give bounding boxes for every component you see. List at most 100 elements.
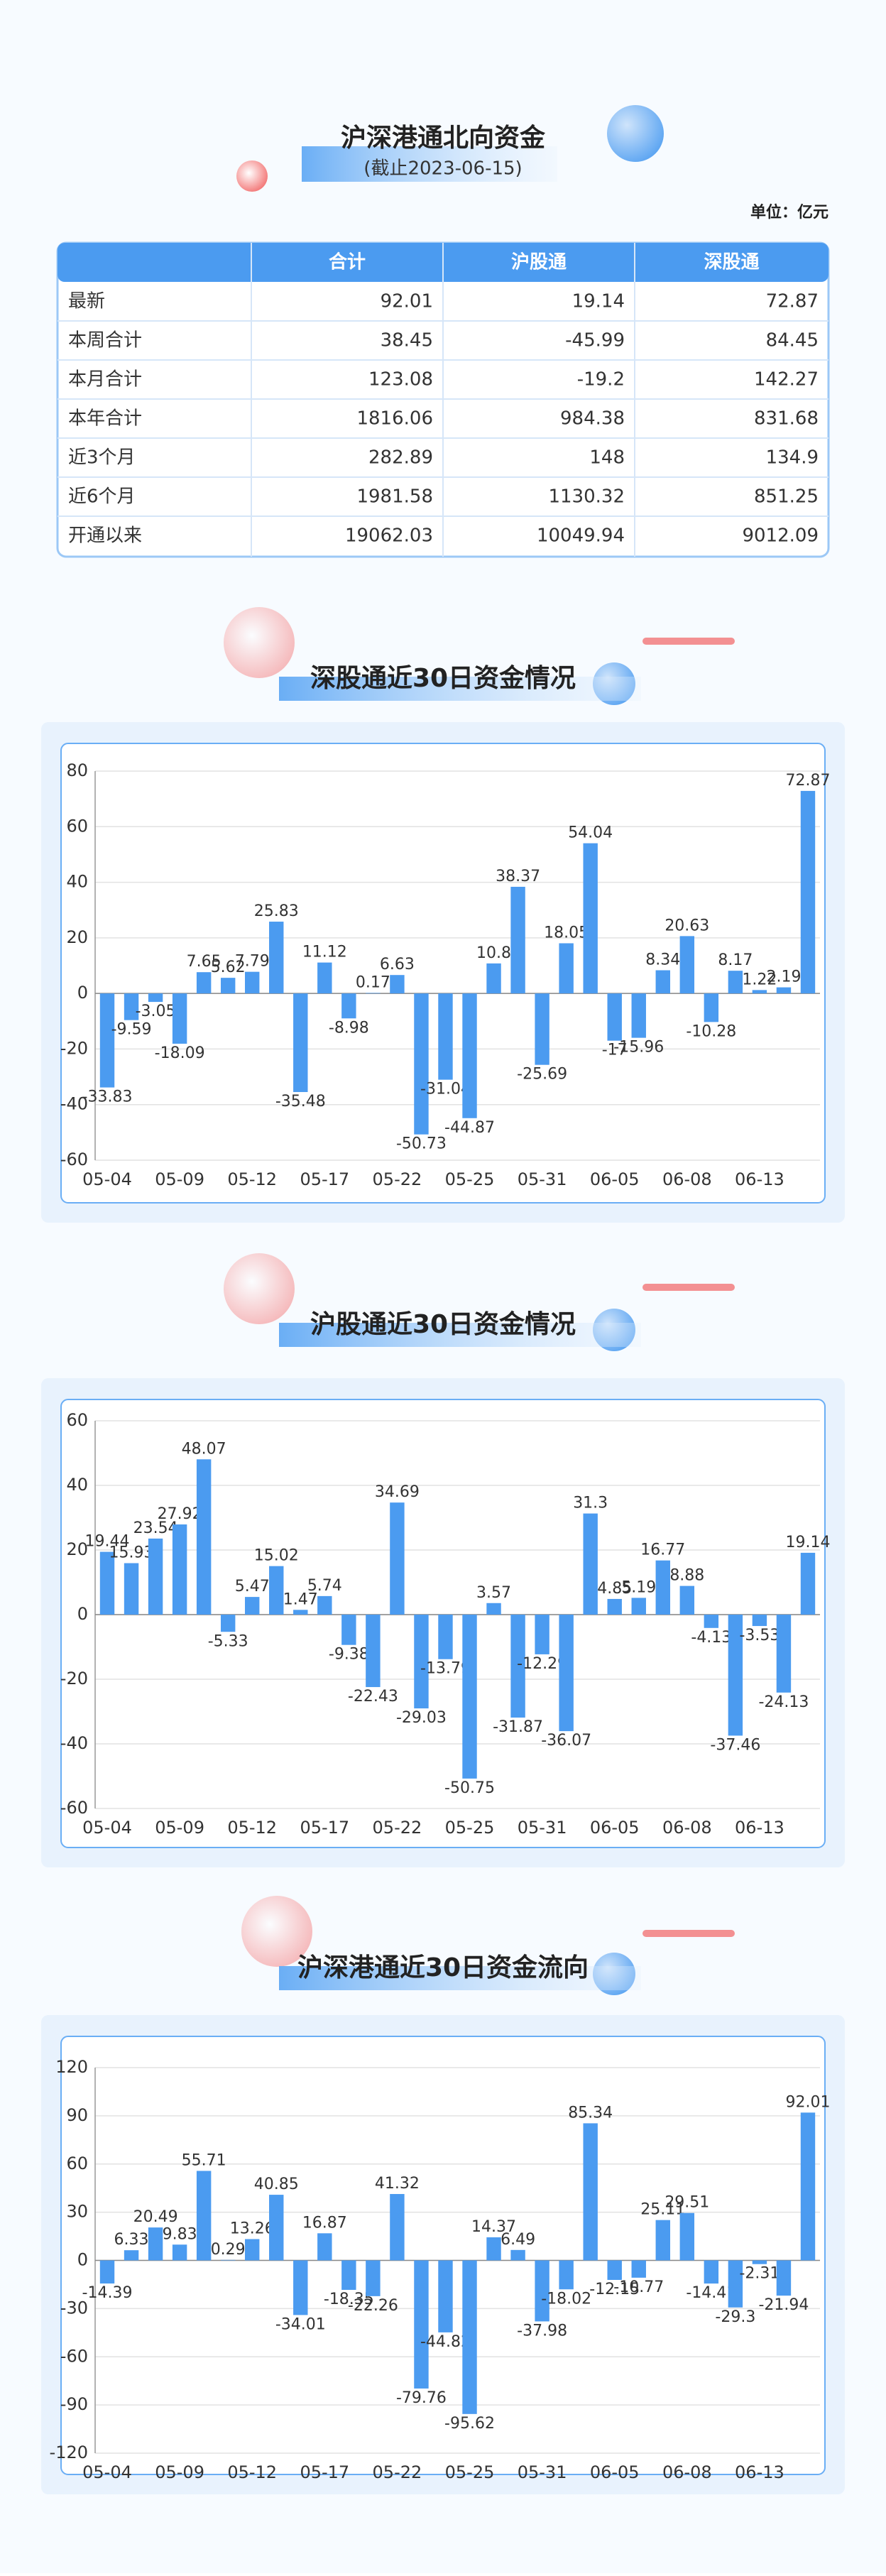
value-label: 85.34 [568, 2104, 613, 2122]
value-label: 7.79 [235, 953, 270, 971]
bar [196, 972, 212, 994]
value-label: -9.38 [329, 1646, 369, 1664]
chart-title: 沪股通近30日资金情况 [310, 1309, 576, 1339]
chart-title-band [279, 1966, 641, 1990]
y-tick-label: -120 [50, 2443, 88, 2462]
x-tick-label: 06-13 [735, 1818, 784, 1838]
chart-title-band [279, 1323, 641, 1347]
y-tick-label: -40 [60, 1733, 88, 1753]
x-tick-label: 05-25 [445, 2462, 495, 2482]
chart-title: 深股通近30日资金情况 [310, 663, 576, 693]
value-label: 40.85 [254, 2176, 299, 2193]
x-tick-label: 06-08 [662, 1818, 712, 1838]
unit-label: 单位：亿元 [750, 203, 828, 222]
x-tick-label: 05-09 [155, 1169, 204, 1189]
bar [704, 1615, 719, 1628]
value-label: -29.03 [396, 1709, 447, 1727]
value-label: -5.33 [208, 1632, 248, 1650]
value-label: -8.98 [329, 1019, 369, 1037]
value-label: -36.07 [541, 1732, 591, 1750]
value-label: -79.76 [396, 2389, 447, 2407]
table-cell: 142.27 [754, 369, 819, 391]
value-label: 7.65 [187, 953, 222, 971]
table-row-label: 本月合计 [68, 369, 142, 391]
decor-bar [642, 638, 735, 645]
value-label: -12.29 [517, 1655, 567, 1673]
y-tick-label: -90 [60, 2394, 88, 2414]
value-label: -13.79 [420, 1660, 471, 1678]
bar [124, 2250, 139, 2261]
bar [583, 1513, 598, 1615]
value-label: 23.54 [133, 1519, 178, 1537]
table-row-label: 本周合计 [68, 330, 142, 351]
table-cell: 84.45 [766, 330, 819, 351]
bar [800, 790, 816, 994]
value-label: 48.07 [182, 1440, 226, 1458]
value-label: 2.19 [766, 968, 801, 986]
value-label: 16.77 [640, 1541, 685, 1559]
value-label: -17 [602, 1042, 628, 1059]
value-label: -18.09 [155, 1044, 205, 1062]
decor-bar [642, 1284, 735, 1291]
y-tick-label: 90 [66, 2105, 88, 2125]
value-label: 6.33 [114, 2231, 149, 2249]
bar [631, 2260, 646, 2278]
table-cell: 38.45 [381, 330, 433, 351]
bar [414, 2260, 429, 2389]
decor-ball [224, 1253, 295, 1324]
bar [293, 1610, 308, 1615]
x-tick-label: 05-31 [518, 1169, 567, 1189]
value-label: -37.46 [710, 1736, 760, 1754]
bar [148, 993, 163, 1003]
x-tick-label: 06-08 [662, 2462, 712, 2482]
bar [269, 922, 284, 994]
table-cell: 72.87 [766, 291, 819, 312]
bar [776, 2260, 792, 2296]
table-cell: 123.08 [368, 369, 433, 391]
x-tick-label: 05-22 [373, 1818, 422, 1838]
y-tick-label: 120 [55, 2057, 88, 2077]
value-label: -50.73 [396, 1135, 447, 1153]
bar [366, 1615, 381, 1688]
bar [124, 1563, 139, 1615]
bar [293, 2260, 308, 2315]
table-cell: 19.14 [572, 291, 625, 312]
y-tick-label: 40 [66, 872, 88, 892]
value-label: 27.92 [158, 1505, 202, 1523]
value-label: 72.87 [785, 772, 830, 790]
bar [438, 1615, 453, 1659]
bar [583, 843, 598, 994]
value-label: -31.04 [420, 1081, 471, 1098]
bar [679, 936, 695, 994]
value-label: -12.15 [589, 2281, 640, 2298]
bar [172, 2244, 187, 2261]
value-label: 34.69 [375, 1483, 420, 1501]
table-cell: 831.68 [754, 408, 819, 430]
bar [752, 1615, 767, 1627]
value-label: -29.3 [715, 2308, 755, 2326]
value-label: -3.53 [739, 1627, 780, 1644]
value-label: -21.94 [758, 2296, 809, 2314]
value-label: 38.37 [496, 868, 540, 885]
value-label: 55.71 [182, 2151, 226, 2169]
bar [655, 1560, 670, 1615]
value-label: 92.01 [785, 2093, 830, 2111]
bar [728, 971, 743, 994]
bar [341, 1615, 356, 1645]
bar [220, 2259, 236, 2261]
table-cell: 851.25 [754, 486, 819, 508]
x-tick-label: 05-04 [82, 1818, 132, 1838]
bar [317, 2233, 332, 2261]
value-label: 15.93 [109, 1544, 154, 1562]
bar [245, 1597, 260, 1615]
table-row-label: 近3个月 [68, 447, 136, 469]
value-label: 13.26 [230, 2220, 275, 2237]
table-row-label: 最新 [68, 291, 105, 312]
decor-ball [224, 607, 295, 678]
value-label: 5.74 [307, 1577, 342, 1595]
value-label: -18.02 [541, 2290, 591, 2308]
value-label: -14.41 [686, 2284, 736, 2302]
y-tick-label: 40 [66, 1475, 88, 1495]
value-label: -44.82 [420, 2333, 471, 2351]
